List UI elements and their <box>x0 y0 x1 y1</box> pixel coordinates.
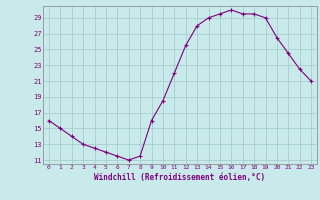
X-axis label: Windchill (Refroidissement éolien,°C): Windchill (Refroidissement éolien,°C) <box>94 173 266 182</box>
